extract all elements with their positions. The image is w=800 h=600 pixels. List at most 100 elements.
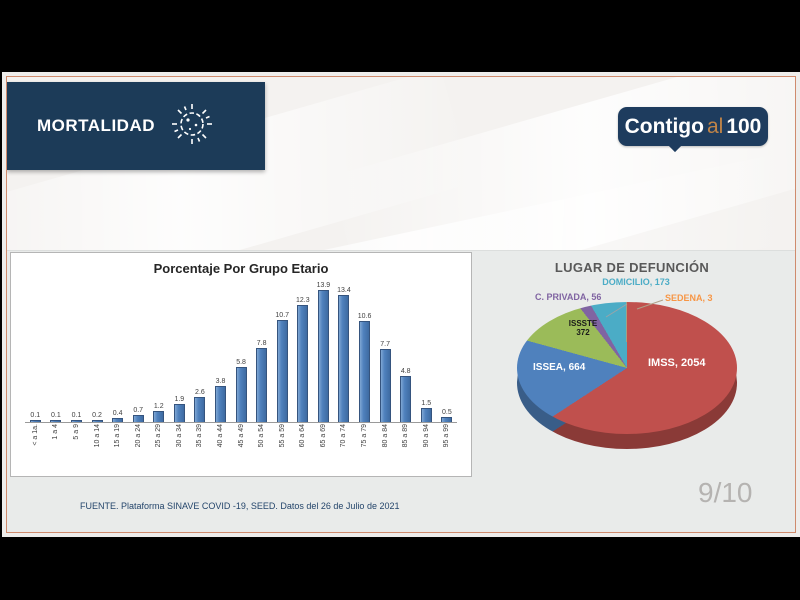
bar-category-label: 1 a 4	[52, 424, 60, 440]
bar	[256, 348, 268, 422]
pie-label-sedena: SEDENA, 3	[665, 293, 713, 303]
bar	[379, 349, 391, 422]
bar-category-label: 5 a 9	[72, 424, 80, 440]
bar-category-label: 35 a 39	[196, 424, 204, 448]
bar	[50, 420, 62, 422]
bar	[235, 367, 247, 422]
bar-value-label: 0.5	[441, 409, 452, 416]
bar-value-label: 10.7	[275, 312, 290, 319]
bar	[359, 321, 371, 422]
bar-column: 0.1	[25, 412, 46, 422]
pie-label-imss: IMSS, 2054	[648, 357, 706, 369]
page-number: 9/10	[698, 477, 753, 508]
bar	[297, 305, 309, 422]
bar-value-label: 5.8	[236, 359, 246, 366]
bar-chart-plot-area: 0.1 0.1 0.1 0.2 0.4 0.7 1.2 1.9 2.6 3.8 5.8 7.8 10.7…	[25, 276, 457, 423]
page-title: MORTALIDAD	[37, 116, 155, 135]
bar-column: 1.2	[148, 403, 169, 422]
pie-label-c-privada: C. PRIVADA, 56	[535, 292, 602, 302]
bar-value-label: 2.6	[195, 389, 205, 396]
bar-column: 5.8	[231, 359, 252, 422]
logo-text-contigo: Contigo	[624, 115, 704, 138]
bar-category-label: 70 a 74	[340, 424, 348, 448]
pie-chart	[517, 302, 737, 522]
bar	[112, 418, 124, 422]
pie-label-domicilio: DOMICILIO, 173	[602, 277, 670, 287]
bar	[317, 290, 329, 422]
bar-column: 13.4	[334, 287, 355, 422]
bar-category-label: 55 a 59	[278, 424, 286, 448]
bar-category-label: 30 a 34	[175, 424, 183, 448]
bar-chart-x-axis-labels: < a 1a. 1 a 4 5 a 9 10 a 14 15 a 19 20 a 24 25…	[25, 424, 457, 466]
bar	[132, 415, 144, 422]
bar	[400, 376, 412, 422]
pie-label-issea: ISSEA, 664	[533, 362, 586, 373]
bar	[29, 420, 41, 422]
bar	[70, 420, 82, 422]
bar-category-label: 40 a 44	[216, 424, 224, 448]
bar-category-label: 60 a 64	[299, 424, 307, 448]
bar-column: 10.7	[272, 312, 293, 422]
logo-text-100: 100	[726, 115, 762, 138]
bar-column: 13.9	[313, 282, 334, 422]
header: MORTALIDAD	[7, 82, 265, 170]
bar-column: 10.6	[354, 313, 375, 422]
bar-category-label: 25 a 29	[155, 424, 163, 448]
bar-category-label: 85 a 89	[402, 424, 410, 448]
bar-value-label: 10.6	[357, 313, 372, 320]
bar-column: 0.5	[437, 409, 458, 422]
bar-category-label: 15 a 19	[114, 424, 122, 448]
bar	[214, 386, 226, 422]
bar-value-label: 0.4	[112, 410, 123, 417]
bar-value-label: 0.1	[71, 412, 82, 419]
bar-value-label: 1.5	[421, 400, 432, 407]
bar-category-label: 65 a 69	[319, 424, 327, 448]
bar-value-label: 0.2	[92, 412, 102, 419]
bar-category-label: 80 a 84	[381, 424, 389, 448]
bar-chart-panel: Porcentaje Por Grupo Etario 0.1 0.1 0.1 0.2…	[10, 252, 472, 477]
bar-value-label: 4.8	[400, 368, 411, 375]
bar-value-label: 7.7	[380, 341, 390, 348]
bar	[338, 295, 350, 422]
bar-column: 1.9	[169, 396, 190, 422]
bar-column: 0.7	[128, 407, 149, 422]
bar-category-label: 20 a 24	[134, 424, 142, 448]
bar-value-label: 7.8	[256, 340, 267, 347]
bar-column: 7.7	[375, 341, 396, 422]
bar-value-label: 12.3	[295, 297, 310, 304]
bar	[173, 404, 185, 422]
bar-category-label: 45 a 49	[237, 424, 245, 448]
bar	[194, 397, 206, 422]
bar-column: 4.8	[395, 368, 416, 422]
bar-category-label: < a 1a.	[31, 424, 39, 446]
bar-column: 2.6	[190, 389, 211, 422]
bar-column: 12.3	[293, 297, 314, 422]
bar-value-label: 3.8	[215, 378, 226, 385]
bar-value-label: 0.7	[133, 407, 144, 414]
pie-top-face	[517, 302, 737, 434]
bar-value-label: 0.1	[30, 412, 41, 419]
slide: MORTALIDAD	[6, 76, 796, 533]
bar-value-label: 13.9	[316, 282, 331, 289]
pie-label-issste: ISSSTE 372	[568, 319, 598, 338]
bar-value-label: 0.1	[51, 412, 61, 419]
bar-value-label: 1.2	[153, 403, 164, 410]
bar-category-label: 50 a 54	[258, 424, 266, 448]
virus-icon	[169, 101, 215, 152]
bar-column: 0.4	[107, 410, 128, 422]
bar	[420, 408, 432, 422]
bar-column: 7.8	[251, 340, 272, 422]
bar-category-label: 75 a 79	[361, 424, 369, 448]
bar	[91, 420, 103, 422]
bar-value-label: 1.9	[174, 396, 185, 403]
bar-chart-title: Porcentaje Por Grupo Etario	[153, 261, 329, 276]
bar-value-label: 13.4	[337, 287, 351, 294]
bar	[153, 411, 165, 422]
bar	[276, 320, 288, 422]
bar-category-label: 95 a 99	[443, 424, 451, 448]
logo-speech-tail	[667, 137, 683, 153]
pie-chart-title: LUGAR DE DEFUNCIÓN	[554, 260, 710, 275]
bar-category-label: 90 a 94	[422, 424, 430, 448]
source-note: FUENTE. Plataforma SINAVE COVID -19, SEE…	[80, 501, 400, 511]
